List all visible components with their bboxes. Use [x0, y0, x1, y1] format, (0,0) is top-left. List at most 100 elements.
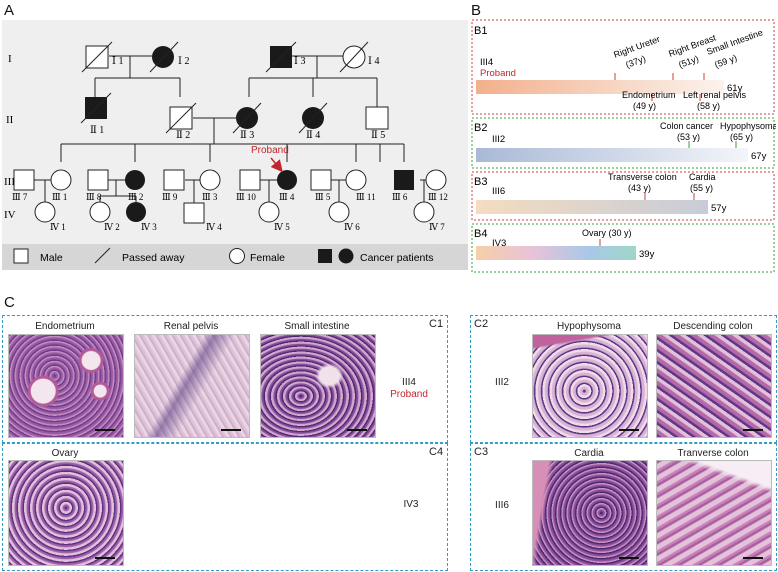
- b1-ev-pelvis-age: (58 y): [697, 101, 720, 111]
- c2-title-hypophysoma: Hypophysoma: [557, 321, 621, 332]
- pedigree-iii6: [394, 170, 414, 190]
- pedigree-i1: [81, 41, 113, 73]
- b1-ev-endometrium-age: (49 y): [633, 101, 656, 111]
- legend-cancer-circle: [338, 248, 354, 264]
- b1-frame: [471, 19, 775, 115]
- b1-ev-pelvis: Left renal pelvis: [683, 90, 747, 100]
- pedigree-iii9: [163, 169, 185, 191]
- c2-scalebar-descending-colon: [743, 429, 763, 431]
- c1-scalebar-small-intestine: [347, 429, 367, 431]
- c4-scalebar-ovary: [95, 557, 115, 559]
- proband-arrow: [270, 157, 283, 173]
- panel-label-c: C: [4, 294, 15, 311]
- pedigree-iv2: [89, 201, 111, 223]
- b3-ev-cardia-age: (55 y): [690, 183, 713, 193]
- c3-patient: III6: [495, 500, 509, 511]
- b3-age: 57y: [711, 203, 727, 214]
- c4-patient: IV3: [403, 499, 419, 510]
- label-iv4: Ⅳ 4: [206, 222, 222, 232]
- pedigree-ii4: [298, 102, 328, 134]
- pedigree-background: [2, 20, 468, 270]
- pedigree-iii2: [125, 170, 145, 190]
- c3-id: C3: [474, 446, 489, 458]
- c2-scalebar-hypophysoma: [619, 429, 639, 431]
- label-iii7: Ⅲ 7: [12, 192, 28, 202]
- b1-ev-breast-age: (51y): [677, 53, 700, 69]
- b3-id: B3: [474, 176, 487, 188]
- pedigree-iv4: [183, 202, 205, 224]
- label-iv6: Ⅳ 6: [344, 222, 360, 232]
- panel-label-a: A: [4, 2, 15, 19]
- pedigree-iii5: [310, 169, 332, 191]
- b1-patient: III4: [480, 57, 493, 68]
- legend-cancer-label: Cancer patients: [360, 252, 434, 264]
- b3-ev-colon: Transverse colon: [608, 172, 677, 182]
- pedigree-iii11: [345, 169, 367, 191]
- pedigree-iii10: [239, 169, 261, 191]
- label-ii2: Ⅱ 2: [176, 130, 190, 141]
- pedigree-iii3: [199, 169, 221, 191]
- pedigree-i4: [339, 41, 369, 73]
- label-iii10: Ⅲ 10: [236, 192, 256, 202]
- pedigree-chart: I II III IV: [2, 20, 468, 270]
- label-i3: Ⅰ 3: [294, 56, 305, 67]
- legend-passed-symbol: [94, 247, 111, 264]
- label-ii5: Ⅱ 5: [371, 130, 385, 141]
- gen-label-1: I: [8, 53, 12, 65]
- label-iv5: Ⅳ 5: [274, 222, 290, 232]
- pedigree-iii12: [425, 169, 447, 191]
- c1-proband: Proband: [390, 389, 428, 400]
- label-ii1: Ⅱ 1: [90, 125, 104, 136]
- c1-frame: [2, 315, 448, 443]
- label-iii3: Ⅲ 3: [202, 192, 218, 202]
- legend-female-label: Female: [250, 252, 285, 264]
- c1-scalebar-endometrium: [95, 429, 115, 431]
- label-iv3: Ⅳ 3: [141, 222, 157, 232]
- pedigree-iii8: [87, 169, 109, 191]
- c3-title-cardia: Cardia: [574, 448, 604, 459]
- c4-title-ovary: Ovary: [51, 448, 79, 459]
- proband-label: Proband: [251, 145, 289, 156]
- c1-scalebar-renal-pelvis: [221, 429, 241, 431]
- c2-image-descending-colon: [656, 334, 772, 438]
- b2-bar: [476, 148, 748, 162]
- pedigree-iv3: [126, 202, 146, 222]
- b4-age: 39y: [639, 249, 655, 260]
- c3-image-tranverse-colon: [656, 460, 772, 566]
- c2-frame: [470, 315, 777, 443]
- label-iii1: Ⅲ 1: [52, 192, 67, 202]
- c2-title-descending-colon: Descending colon: [673, 321, 753, 332]
- pedigree-iii7: [13, 169, 35, 191]
- b4-ev-ovary: Ovary (30 y): [582, 228, 632, 238]
- b4-frame: [471, 223, 775, 273]
- b3-ev-cardia: Cardia: [689, 172, 716, 182]
- c3-frame: [470, 443, 777, 571]
- pedigree-iv5: [258, 201, 280, 223]
- label-iii2: Ⅲ 2: [128, 192, 143, 202]
- c1-title-renal-pelvis: Renal pelvis: [163, 321, 219, 332]
- gen-label-4: IV: [4, 209, 16, 221]
- c3-scalebar-tranverse-colon: [743, 557, 763, 559]
- panel-label-b: B: [471, 2, 482, 19]
- label-i1: Ⅰ 1: [112, 56, 123, 67]
- b4-bar: [476, 246, 636, 260]
- label-iii12: Ⅲ 12: [428, 192, 448, 202]
- legend-male-label: Male: [40, 252, 63, 264]
- label-ii3: Ⅱ 3: [240, 130, 254, 141]
- label-iv2: Ⅳ 2: [104, 222, 120, 232]
- gen-label-3: III: [4, 176, 15, 188]
- label-i2: Ⅰ 2: [178, 56, 189, 67]
- label-iii4: Ⅲ 4: [279, 192, 295, 202]
- pedigree-iv7: [413, 201, 435, 223]
- gen-label-2: II: [6, 114, 14, 126]
- b2-age: 67y: [751, 151, 767, 162]
- pedigree-i3: [265, 41, 297, 73]
- label-iv1: Ⅳ 1: [50, 222, 66, 232]
- c2-id: C2: [474, 318, 489, 330]
- label-i4: Ⅰ 4: [368, 56, 379, 67]
- pedigree-ii5: [365, 106, 389, 130]
- b1-ev-intestine-age: (59 y): [713, 53, 738, 70]
- c2-image-hypophysoma: [532, 334, 648, 438]
- b1-id: B1: [474, 25, 487, 37]
- label-iii6: Ⅲ 6: [392, 192, 408, 202]
